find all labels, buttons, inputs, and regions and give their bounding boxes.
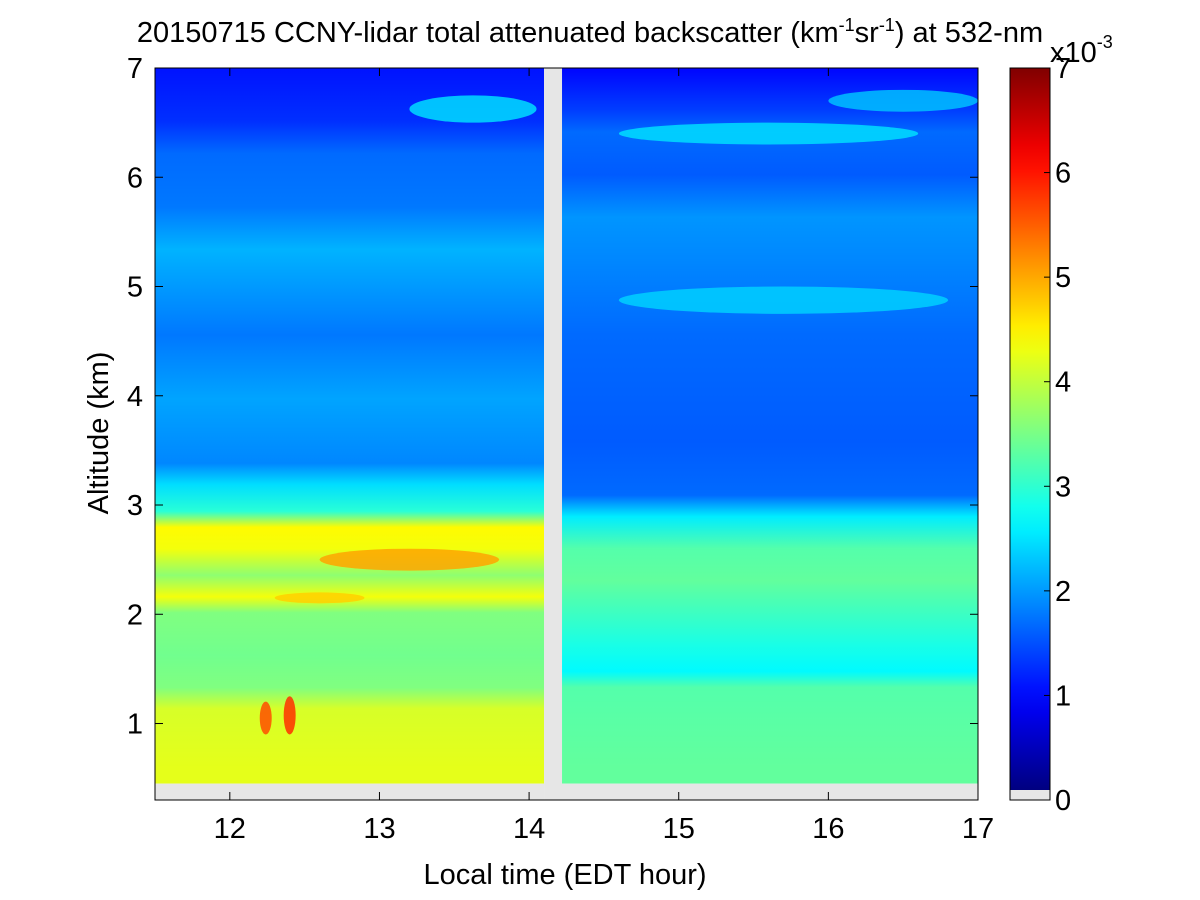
colorbar-frame bbox=[1009, 67, 1051, 801]
heatmap-feature-5 bbox=[618, 122, 919, 145]
data-gap bbox=[544, 68, 563, 800]
x-tick-label: 16 bbox=[812, 813, 844, 845]
colorbar-ticks: 0 1 2 3 4 5 6 7 bbox=[1044, 53, 1071, 817]
colorbar-exponent: x10-3 bbox=[1050, 32, 1113, 69]
y-tick-label: 3 bbox=[127, 490, 143, 522]
backscatter-heatmap bbox=[155, 68, 978, 800]
heatmap-nodata-strip bbox=[155, 783, 545, 800]
x-axis-ticks: 12 13 14 15 16 17 bbox=[214, 68, 994, 845]
heatmap-nodata-strip bbox=[562, 783, 978, 800]
heatmap-features bbox=[259, 89, 978, 735]
y-axis-ticks: 1 2 3 4 5 6 7 bbox=[127, 53, 978, 741]
colorbar-tick-label: 3 bbox=[1055, 471, 1071, 503]
heatmap-feature-4 bbox=[409, 95, 537, 123]
y-tick-label: 4 bbox=[127, 381, 143, 413]
chart-title: 20150715 CCNY-lidar total attenuated bac… bbox=[137, 15, 1043, 49]
x-tick-label: 12 bbox=[214, 813, 246, 845]
x-axis-label: Local time (EDT hour) bbox=[423, 859, 706, 891]
y-tick-label: 1 bbox=[127, 709, 143, 741]
y-axis-label: Altitude (km) bbox=[83, 352, 115, 515]
colorbar-tick-label: 1 bbox=[1055, 680, 1071, 712]
y-tick-label: 6 bbox=[127, 162, 143, 194]
heatmap-segment-after-gap bbox=[562, 68, 978, 784]
colorbar-tick-label: 6 bbox=[1055, 158, 1071, 190]
heatmap-feature-7 bbox=[618, 286, 949, 314]
colorbar bbox=[1010, 68, 1050, 800]
y-tick-label: 5 bbox=[127, 272, 143, 304]
heatmap-segment-before-gap bbox=[155, 68, 545, 784]
colorbar-tick-label: 7 bbox=[1055, 53, 1071, 85]
colorbar-tick-label: 0 bbox=[1055, 785, 1071, 817]
heatmap-feature-2 bbox=[319, 548, 500, 571]
heatmap-feature-1 bbox=[283, 696, 296, 735]
colorbar-tick-label: 4 bbox=[1055, 367, 1071, 399]
x-tick-label: 14 bbox=[513, 813, 545, 845]
plot-frame bbox=[154, 67, 979, 801]
x-tick-label: 15 bbox=[663, 813, 695, 845]
y-tick-label: 2 bbox=[127, 599, 143, 631]
x-tick-label: 17 bbox=[962, 813, 994, 845]
colorbar-gradient bbox=[1010, 68, 1050, 790]
heatmap-feature-3 bbox=[274, 592, 365, 604]
y-tick-label: 7 bbox=[127, 53, 143, 85]
x-tick-label: 13 bbox=[363, 813, 395, 845]
heatmap-feature-6 bbox=[828, 89, 978, 112]
colorbar-nodata-swatch bbox=[1010, 790, 1050, 800]
colorbar-tick-label: 2 bbox=[1055, 576, 1071, 608]
heatmap-feature-0 bbox=[259, 701, 272, 735]
colorbar-tick-label: 5 bbox=[1055, 262, 1071, 294]
